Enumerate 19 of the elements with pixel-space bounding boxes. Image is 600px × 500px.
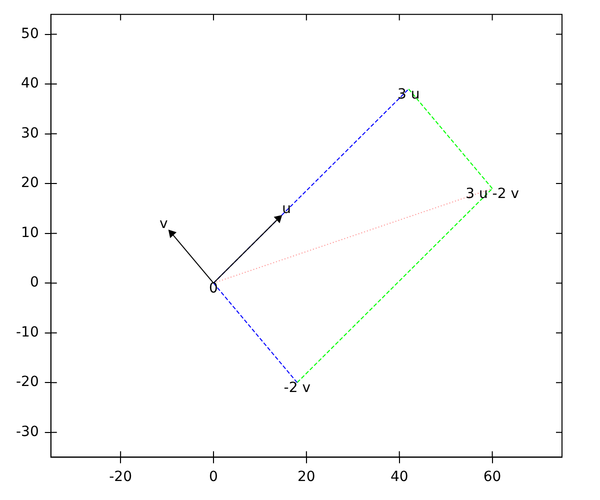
annotation: 0 (209, 280, 218, 297)
x-tick-label: 20 (298, 469, 316, 486)
y-tick-label: 50 (21, 26, 39, 42)
annotation: 3 u (398, 86, 420, 103)
y-tick-label: 30 (21, 125, 39, 142)
x-tick-label: 40 (390, 469, 408, 486)
y-tick-label: -30 (16, 424, 39, 440)
x-tick-label: 60 (483, 469, 502, 486)
annotation: 3 u -2 v (466, 186, 519, 202)
series-label: v (160, 216, 168, 232)
annotation: -2 v (284, 380, 310, 396)
y-tick-label: 20 (21, 175, 39, 192)
y-tick-label: 40 (21, 76, 39, 92)
y-tick-label: -20 (16, 374, 39, 390)
x-tick-label: -20 (109, 469, 132, 486)
x-tick-label: 0 (209, 469, 218, 486)
y-tick-label: 10 (21, 224, 39, 241)
y-tick-label: 0 (30, 274, 39, 291)
y-tick-label: -10 (16, 324, 39, 340)
